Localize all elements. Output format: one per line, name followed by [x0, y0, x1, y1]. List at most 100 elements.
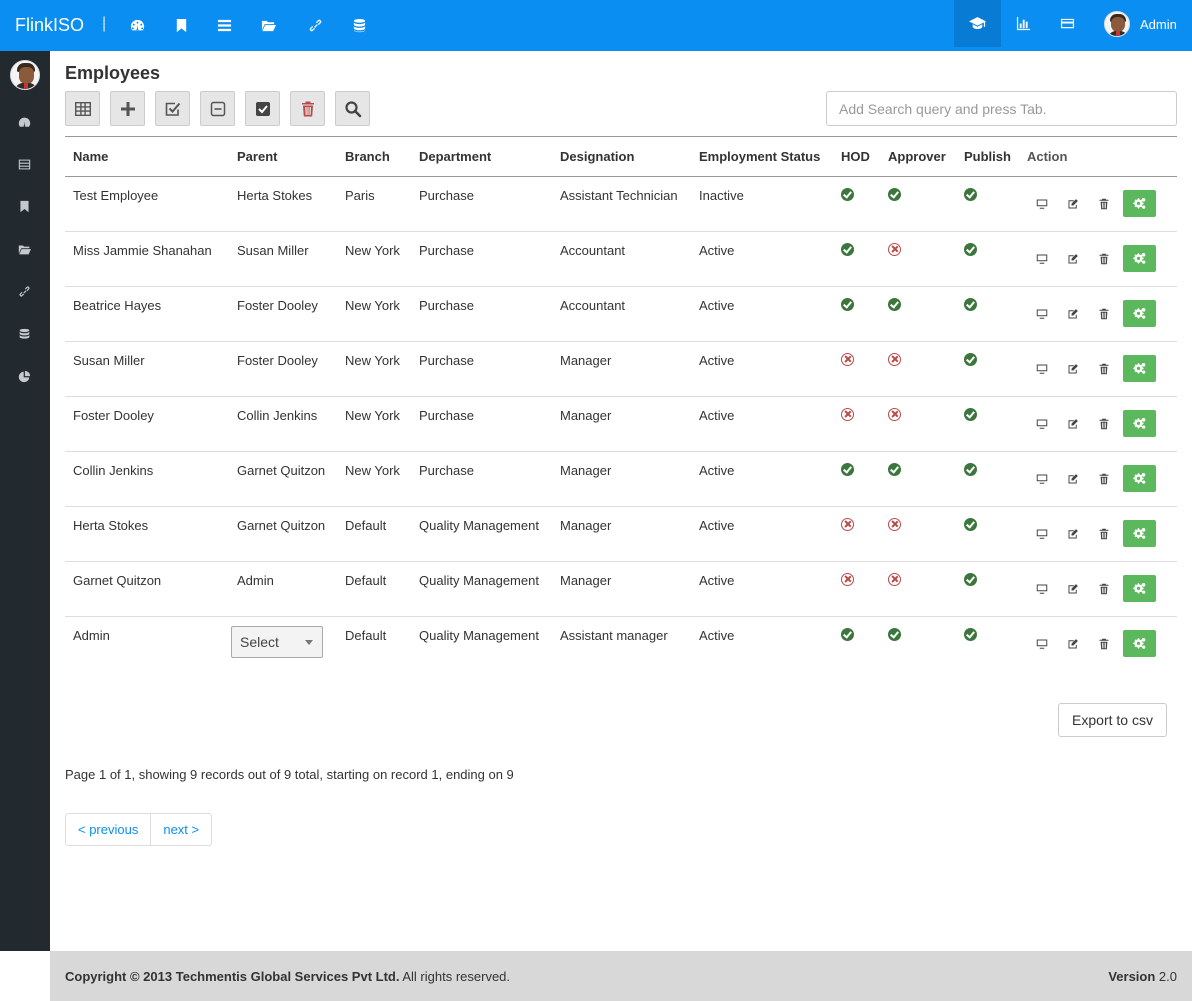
bookmark-icon[interactable] [168, 12, 194, 38]
table-row[interactable]: Garnet Quitzon Admin Default Quality Manage… [65, 561, 1177, 617]
edit-icon[interactable] [1058, 521, 1089, 547]
view-icon[interactable] [1027, 246, 1058, 272]
credit-card-icon[interactable] [1045, 0, 1089, 47]
settings-gear-icon[interactable] [1122, 575, 1156, 602]
col-header-employment-status[interactable]: Employment Status [691, 136, 833, 177]
link-icon[interactable] [17, 284, 32, 299]
table-view-button[interactable] [65, 91, 100, 126]
settings-gear-icon[interactable] [1122, 190, 1156, 217]
edit-icon[interactable] [1058, 576, 1089, 602]
trash-icon[interactable] [1089, 521, 1120, 547]
database-icon[interactable] [346, 12, 372, 38]
trash-icon[interactable] [1089, 191, 1120, 217]
view-icon[interactable] [1027, 356, 1058, 382]
cell-designation: Manager [552, 561, 691, 617]
trash-icon[interactable] [1089, 301, 1120, 327]
dashboard-icon[interactable] [124, 12, 150, 38]
settings-gear-icon[interactable] [1122, 465, 1156, 492]
copyright: Copyright © 2013 Techmentis Global Servi… [65, 969, 510, 984]
table-row[interactable]: Miss Jammie Shanahan Susan Miller New York… [65, 231, 1177, 287]
edit-icon[interactable] [1058, 246, 1089, 272]
settings-gear-icon[interactable] [1122, 245, 1156, 272]
link-icon[interactable] [302, 12, 328, 38]
settings-gear-icon[interactable] [1122, 410, 1156, 437]
parent-select[interactable]: Select [231, 626, 323, 658]
folder-open-icon[interactable] [255, 12, 281, 38]
edit-icon[interactable] [1058, 301, 1089, 327]
cell-name: Admin [73, 628, 110, 643]
database-icon[interactable] [17, 327, 32, 342]
edit-icon[interactable] [1058, 631, 1089, 657]
delete-button[interactable] [290, 91, 325, 126]
settings-gear-icon[interactable] [1122, 630, 1156, 657]
table-row[interactable]: Collin Jenkins Garnet Quitzon New York Purc… [65, 451, 1177, 507]
col-header-action: Action [1018, 136, 1177, 177]
settings-gear-icon[interactable] [1122, 355, 1156, 382]
col-header-approver[interactable]: Approver [880, 136, 956, 177]
table-row[interactable]: Beatrice Hayes Foster Dooley New York Purch… [65, 286, 1177, 342]
trash-icon[interactable] [1089, 411, 1120, 437]
col-header-publish[interactable]: Publish [956, 136, 1019, 177]
edit-icon[interactable] [1058, 356, 1089, 382]
cell-hod [833, 451, 880, 507]
deselect-button[interactable] [200, 91, 235, 126]
cell-employment-status: Active [691, 231, 833, 287]
trash-icon[interactable] [1089, 356, 1120, 382]
select-all-button[interactable] [155, 91, 190, 126]
graduation-cap-icon[interactable] [954, 0, 1001, 47]
col-header-name[interactable]: Name [65, 136, 229, 177]
search-input[interactable] [826, 91, 1177, 126]
folder-open-icon[interactable] [17, 242, 32, 257]
view-icon[interactable] [1027, 521, 1058, 547]
col-header-department[interactable]: Department [411, 136, 552, 177]
table-header-row: Name Parent Branch Department Designatio… [65, 136, 1177, 177]
col-header-parent[interactable]: Parent [229, 136, 337, 177]
settings-gear-icon[interactable] [1122, 520, 1156, 547]
trash-icon[interactable] [1089, 576, 1120, 602]
view-icon[interactable] [1027, 576, 1058, 602]
table-row[interactable]: Herta Stokes Garnet Quitzon Default Quality… [65, 506, 1177, 562]
cell-hod [833, 341, 880, 397]
view-icon[interactable] [1027, 466, 1058, 492]
check-button[interactable] [245, 91, 280, 126]
bar-chart-icon[interactable] [1001, 0, 1045, 47]
view-icon[interactable] [1027, 191, 1058, 217]
export-csv-button[interactable]: Export to csv [1058, 703, 1167, 737]
cell-designation: Accountant [552, 286, 691, 342]
cell-branch: New York [337, 231, 411, 287]
add-button[interactable] [110, 91, 145, 126]
edit-icon[interactable] [1058, 466, 1089, 492]
col-header-designation[interactable]: Designation [552, 136, 691, 177]
brand-logo[interactable]: FlinkISO [15, 15, 85, 35]
col-header-hod[interactable]: HOD [833, 136, 880, 177]
view-icon[interactable] [1027, 411, 1058, 437]
next-page-link[interactable]: next > [150, 814, 211, 845]
check-circle-icon [964, 628, 977, 641]
check-circle-icon [964, 243, 977, 256]
cell-department: Purchase [411, 176, 552, 232]
edit-icon[interactable] [1058, 411, 1089, 437]
trash-icon[interactable] [1089, 246, 1120, 272]
trash-icon[interactable] [1089, 631, 1120, 657]
bookmark-icon[interactable] [17, 199, 32, 214]
cell-branch: Default [337, 561, 411, 617]
table-row[interactable]: Admin Select Default Quality Management Assi… [65, 617, 1177, 672]
view-icon[interactable] [1027, 631, 1058, 657]
table-row[interactable]: Test Employee Herta Stokes Paris Purchase As… [65, 176, 1177, 232]
avatar[interactable] [10, 60, 40, 90]
view-icon[interactable] [1027, 301, 1058, 327]
table-row[interactable]: Susan Miller Foster Dooley New York Purchas… [65, 341, 1177, 397]
edit-icon[interactable] [1058, 191, 1089, 217]
previous-page-link[interactable]: < previous [78, 822, 139, 837]
pie-chart-icon[interactable] [17, 369, 32, 384]
cell-publish [956, 286, 1019, 342]
table-row[interactable]: Foster Dooley Collin Jenkins New York Purch… [65, 396, 1177, 452]
search-button[interactable] [335, 91, 370, 126]
list-icon[interactable] [211, 12, 237, 38]
settings-gear-icon[interactable] [1122, 300, 1156, 327]
col-header-branch[interactable]: Branch [337, 136, 411, 177]
trash-icon[interactable] [1089, 466, 1120, 492]
user-menu[interactable]: Admin [1104, 11, 1177, 37]
dashboard-icon[interactable] [17, 115, 32, 130]
table-icon[interactable] [17, 157, 32, 172]
